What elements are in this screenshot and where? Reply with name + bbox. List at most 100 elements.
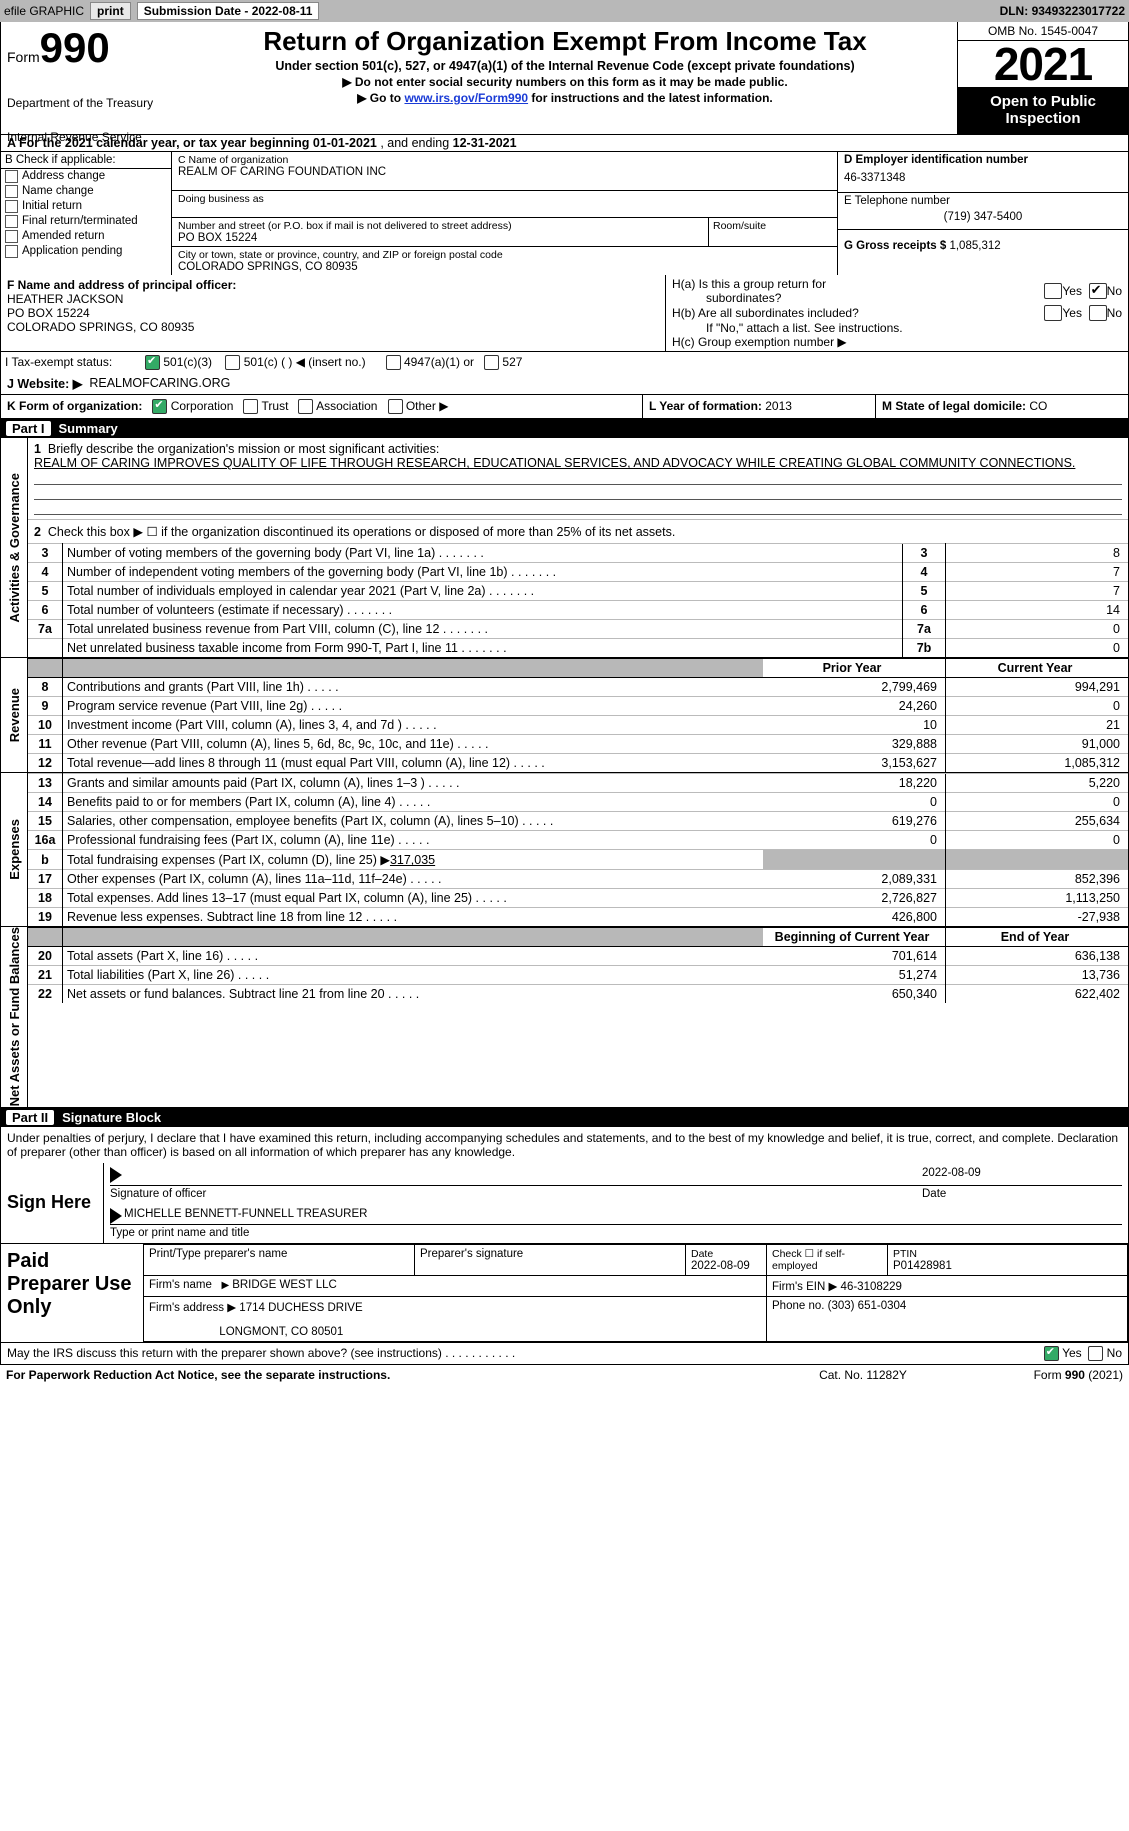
chk-4947[interactable] (386, 355, 401, 370)
table-row: 3Number of voting members of the governi… (28, 544, 1128, 563)
table-row: 15Salaries, other compensation, employee… (28, 812, 1128, 831)
vtab-expenses: Expenses (1, 773, 28, 926)
chk-trust[interactable] (243, 399, 258, 414)
firm-address: 1714 DUCHESS DRIVE (239, 1302, 362, 1314)
checkbox-icon (5, 230, 18, 243)
ha-yes[interactable] (1044, 283, 1062, 299)
chk-amended[interactable]: Amended return (1, 229, 171, 244)
c-org: C Name of organization REALM OF CARING F… (172, 152, 837, 191)
table-row: 22Net assets or fund balances. Subtract … (28, 985, 1128, 1004)
l-year: L Year of formation: 2013 (642, 395, 875, 418)
revenue-section: Revenue Prior YearCurrent Year8Contribut… (0, 658, 1129, 773)
header-sub1: Under section 501(c), 527, or 4947(a)(1)… (177, 59, 953, 73)
line-2: 2 Check this box ▶ ☐ if the organization… (28, 519, 1128, 543)
hb-no[interactable] (1089, 305, 1107, 321)
net-assets-section: Net Assets or Fund Balances Beginning of… (0, 927, 1129, 1107)
gross-receipts: 1,085,312 (949, 240, 1000, 252)
col-c: C Name of organization REALM OF CARING F… (171, 152, 838, 275)
form-page: Form 990 (2021) (963, 1368, 1123, 1382)
form-number: Form990 (7, 24, 167, 72)
table-row: 13Grants and similar amounts paid (Part … (28, 774, 1128, 793)
dln: DLN: 93493223017722 (1000, 4, 1125, 18)
c-dba: Doing business as (172, 191, 837, 218)
ptin: P01428981 (893, 1260, 952, 1272)
print-button[interactable]: print (90, 2, 131, 20)
net-assets-table: Beginning of Current YearEnd of Year20To… (28, 927, 1128, 1003)
irs-link[interactable]: www.irs.gov/Form990 (404, 91, 528, 105)
ein-value: 46-3371348 (844, 172, 1122, 184)
c-city: City or town, state or province, country… (172, 247, 837, 275)
table-row: 20Total assets (Part X, line 16) . . . .… (28, 947, 1128, 966)
chk-527[interactable] (484, 355, 499, 370)
line-1: 1 Briefly describe the organization's mi… (28, 438, 1128, 519)
table-row: 19Revenue less expenses. Subtract line 1… (28, 908, 1128, 927)
activities-governance: Activities & Governance 1 Briefly descri… (0, 438, 1129, 658)
table-row: 10Investment income (Part VIII, column (… (28, 716, 1128, 735)
phone-value: (719) 347-5400 (844, 207, 1122, 227)
table-row: 8Contributions and grants (Part VIII, li… (28, 678, 1128, 697)
ppu-row-3: Firm's address ▶ 1714 DUCHESS DRIVE LONG… (144, 1296, 1128, 1341)
row-klm: K Form of organization: Corporation Trus… (0, 395, 1129, 419)
sec-h: H(a) Is this a group return for subordin… (665, 275, 1128, 351)
g-gross: G Gross receipts $ 1,085,312 (838, 230, 1128, 254)
firm-phone: (303) 651-0304 (828, 1300, 907, 1312)
checkbox-icon (5, 170, 18, 183)
table-row: 5Total number of individuals employed in… (28, 582, 1128, 601)
row-j: J Website: ▶ REALMOFCARING.ORG (0, 373, 1129, 395)
col-d: D Employer identification number 46-3371… (838, 152, 1128, 275)
tax-year: 2021 (958, 41, 1128, 87)
header-right: OMB No. 1545-0047 2021 Open to Public In… (957, 22, 1128, 134)
room-suite: Room/suite (708, 218, 837, 246)
header-center: Return of Organization Exempt From Incom… (173, 22, 957, 134)
discuss-yes[interactable] (1044, 1346, 1059, 1361)
cat-no: Cat. No. 11282Y (763, 1368, 963, 1382)
c-street: Number and street (or P.O. box if mail i… (172, 218, 837, 247)
chk-assoc[interactable] (298, 399, 313, 414)
ppu-row-1: Print/Type preparer's name Preparer's si… (144, 1244, 1128, 1275)
chk-name[interactable]: Name change (1, 184, 171, 199)
ag-table: 3Number of voting members of the governi… (28, 543, 1128, 657)
part-ii-header: Part II Signature Block (0, 1108, 1129, 1127)
table-row: 7aTotal unrelated business revenue from … (28, 620, 1128, 639)
chk-501c3[interactable] (145, 355, 160, 370)
chk-corp[interactable] (152, 399, 167, 414)
chk-501c[interactable] (225, 355, 240, 370)
chk-final[interactable]: Final return/terminated (1, 214, 171, 229)
arrow-icon (110, 1208, 122, 1224)
dept-treasury: Department of the Treasury (7, 96, 167, 110)
m-state: M State of legal domicile: CO (875, 395, 1128, 418)
checkbox-icon (5, 215, 18, 228)
chk-pending[interactable]: Application pending (1, 244, 171, 259)
mission-text: REALM OF CARING IMPROVES QUALITY OF LIFE… (34, 456, 1075, 470)
paid-preparer: Paid Preparer Use Only Print/Type prepar… (0, 1244, 1129, 1343)
chk-address[interactable]: Address change (1, 169, 171, 184)
agency: Internal Revenue Service (7, 130, 142, 144)
discuss-no[interactable] (1088, 1346, 1103, 1361)
signature-block: Under penalties of perjury, I declare th… (0, 1127, 1129, 1244)
expenses-section: Expenses 13Grants and similar amounts pa… (0, 773, 1129, 927)
header-sub2: ▶ Do not enter social security numbers o… (177, 75, 953, 89)
table-row: 18Total expenses. Add lines 13–17 (must … (28, 889, 1128, 908)
e-phone: E Telephone number (719) 347-5400 (838, 193, 1128, 230)
ha-no[interactable] (1089, 283, 1107, 299)
website-url: REALMOFCARING.ORG (89, 376, 230, 390)
chk-initial[interactable]: Initial return (1, 199, 171, 214)
efile-label: efile GRAPHIC (4, 4, 84, 18)
hb-yes[interactable] (1044, 305, 1062, 321)
city-state-zip: COLORADO SPRINGS, CO 80935 (178, 261, 831, 273)
row-i: I Tax-exempt status: 501(c)(3) 501(c) ( … (0, 352, 1129, 373)
revenue-table: Prior YearCurrent Year8Contributions and… (28, 658, 1128, 772)
vtab-net-assets: Net Assets or Fund Balances (1, 927, 28, 1106)
table-row: 6Total number of volunteers (estimate if… (28, 601, 1128, 620)
top-bar: efile GRAPHIC print Submission Date - 20… (0, 0, 1129, 22)
ppu-label: Paid Preparer Use Only (1, 1244, 143, 1342)
chk-other[interactable] (388, 399, 403, 414)
table-row: 17Other expenses (Part IX, column (A), l… (28, 870, 1128, 889)
sig-date: 2022-08-09 (922, 1167, 1122, 1183)
b-label: B Check if applicable: (1, 152, 171, 169)
line-a: A For the 2021 calendar year, or tax yea… (0, 135, 1129, 152)
header-left: Form990 Department of the Treasury Inter… (1, 22, 173, 134)
header-sub3: ▶ Go to www.irs.gov/Form990 for instruct… (177, 91, 953, 105)
firm-name: BRIDGE WEST LLC (222, 1279, 337, 1291)
row-f-h: F Name and address of principal officer:… (0, 275, 1129, 352)
